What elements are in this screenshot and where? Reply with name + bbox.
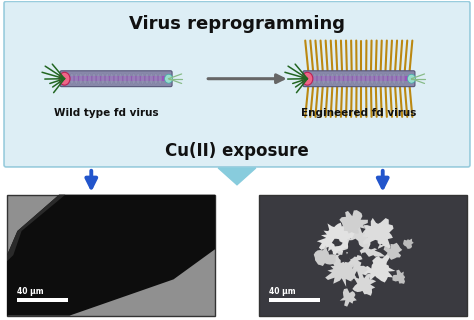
Ellipse shape [309, 73, 312, 84]
Ellipse shape [150, 73, 153, 84]
Ellipse shape [88, 73, 91, 84]
Ellipse shape [397, 73, 401, 84]
Bar [269, 298, 320, 302]
Ellipse shape [401, 73, 405, 84]
Ellipse shape [344, 73, 347, 84]
Polygon shape [332, 239, 343, 246]
Polygon shape [7, 195, 215, 316]
Ellipse shape [92, 73, 96, 84]
FancyBboxPatch shape [60, 71, 172, 87]
Bar [310, 76, 408, 81]
Ellipse shape [331, 73, 334, 84]
Ellipse shape [59, 72, 70, 85]
Ellipse shape [154, 73, 157, 84]
Ellipse shape [123, 73, 127, 84]
Ellipse shape [141, 73, 144, 84]
Ellipse shape [106, 73, 109, 84]
Ellipse shape [158, 73, 162, 84]
Polygon shape [218, 168, 256, 185]
Ellipse shape [119, 73, 122, 84]
Text: Cu(II) exposure: Cu(II) exposure [165, 142, 309, 160]
Ellipse shape [70, 73, 73, 84]
Polygon shape [383, 243, 402, 260]
Polygon shape [342, 239, 364, 260]
Polygon shape [7, 195, 65, 261]
Polygon shape [338, 251, 350, 263]
Ellipse shape [114, 73, 118, 84]
Ellipse shape [145, 73, 149, 84]
Polygon shape [363, 252, 395, 283]
Polygon shape [352, 272, 376, 296]
Ellipse shape [392, 73, 396, 84]
Polygon shape [314, 246, 336, 266]
Ellipse shape [326, 73, 330, 84]
Ellipse shape [302, 72, 313, 85]
Text: Virus reprogramming: Virus reprogramming [129, 15, 345, 33]
Ellipse shape [335, 73, 338, 84]
Ellipse shape [353, 73, 356, 84]
Bar [17, 298, 68, 302]
Ellipse shape [375, 73, 378, 84]
Polygon shape [369, 240, 380, 249]
Ellipse shape [318, 73, 321, 84]
Ellipse shape [371, 73, 374, 84]
Text: 40 μm: 40 μm [269, 287, 295, 296]
FancyBboxPatch shape [303, 71, 415, 87]
Bar [259, 195, 467, 316]
Polygon shape [403, 239, 414, 249]
Polygon shape [392, 270, 405, 284]
Ellipse shape [128, 73, 131, 84]
Ellipse shape [110, 73, 113, 84]
Text: Engineered fd virus: Engineered fd virus [301, 108, 417, 118]
Ellipse shape [379, 73, 383, 84]
Ellipse shape [132, 73, 136, 84]
Ellipse shape [388, 73, 392, 84]
Ellipse shape [383, 73, 387, 84]
Ellipse shape [408, 74, 415, 83]
Ellipse shape [79, 73, 82, 84]
Ellipse shape [357, 73, 361, 84]
Ellipse shape [74, 73, 78, 84]
Polygon shape [340, 288, 357, 307]
Text: 40 μm: 40 μm [17, 287, 44, 296]
Bar [7, 195, 215, 316]
Ellipse shape [348, 73, 352, 84]
Text: Wild type fd virus: Wild type fd virus [54, 108, 158, 118]
Ellipse shape [362, 73, 365, 84]
Polygon shape [362, 218, 393, 250]
Ellipse shape [366, 73, 370, 84]
Bar [67, 76, 164, 81]
Ellipse shape [339, 73, 343, 84]
Ellipse shape [137, 73, 140, 84]
Polygon shape [339, 210, 368, 234]
FancyBboxPatch shape [4, 1, 470, 167]
Polygon shape [317, 223, 356, 255]
Polygon shape [328, 222, 386, 282]
Ellipse shape [83, 73, 87, 84]
Ellipse shape [66, 73, 69, 84]
Polygon shape [325, 255, 358, 287]
Polygon shape [358, 252, 376, 268]
Ellipse shape [164, 74, 173, 83]
Ellipse shape [97, 73, 100, 84]
Ellipse shape [322, 73, 325, 84]
Ellipse shape [313, 73, 317, 84]
Ellipse shape [101, 73, 105, 84]
